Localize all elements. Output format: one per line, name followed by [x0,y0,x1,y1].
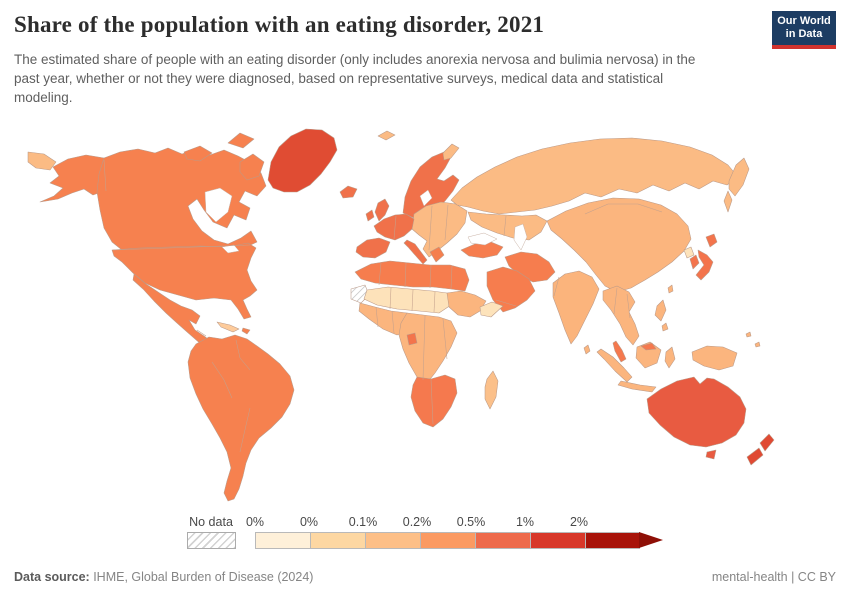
legend-bin-0[interactable] [255,532,310,549]
hudson-bay [204,187,233,223]
region-malaysia[interactable] [612,340,627,363]
region-indochina[interactable] [602,285,640,346]
page-title: Share of the population with an eating d… [14,12,545,37]
legend-color-bar[interactable] [255,532,663,549]
region-southern-africa[interactable] [410,374,458,428]
region-java[interactable] [617,380,657,393]
region-ellesmere-island[interactable] [227,132,255,149]
region-madagascar[interactable] [484,370,499,410]
region-solomon-islands[interactable] [745,331,752,338]
region-south-korea[interactable] [689,254,700,270]
region-india[interactable] [552,270,600,345]
legend-tick-1: 0% [299,515,319,529]
owid-logo-line2: in Data [785,28,823,40]
region-novaya-zemlya[interactable] [442,143,460,161]
region-eastern-europe[interactable] [411,201,468,258]
owid-logo-line1: Our World [777,15,831,27]
region-victoria-island[interactable] [183,145,213,162]
legend-tick-2: 0.1% [348,515,378,529]
legend-tick-6: 2% [569,515,589,529]
data-source-value[interactable]: IHME, Global Burden of Disease (2024) [89,570,314,584]
region-sumatra[interactable] [596,348,633,383]
legend-tick-3: 0.2% [402,515,432,529]
region-south-america[interactable] [187,334,295,502]
region-baffin-island[interactable] [239,153,265,181]
region-hispaniola[interactable] [241,327,251,335]
legend-bin-4[interactable] [475,532,530,549]
legend-bin-2[interactable] [365,532,420,549]
legend-tick-5: 1% [515,515,535,529]
region-gabon[interactable] [406,332,418,346]
region-hokkaido[interactable] [705,233,718,248]
region-sri-lanka[interactable] [583,344,591,355]
region-australia[interactable] [646,376,747,448]
region-tasmania[interactable] [705,449,717,460]
region-italy[interactable] [403,239,428,265]
legend-bin-1[interactable] [310,532,365,549]
caspian-sea [513,223,528,251]
region-iberia[interactable] [355,237,391,259]
legend-bin-3[interactable] [420,532,475,549]
map-legend: No data 0% 0% 0.1% 0.2% 0.5% 1% 2% [0,514,850,554]
region-china-mongolia[interactable] [546,197,692,293]
region-new-guinea[interactable] [691,345,738,371]
region-greenland[interactable] [267,128,338,193]
legend-tick-0: 0% [245,515,265,529]
region-somalia[interactable] [479,301,504,318]
region-greece[interactable] [429,246,445,263]
region-north-korea[interactable] [683,246,695,259]
legend-tick-4: 0.5% [456,515,486,529]
baltic-sea [419,189,433,207]
region-honshu[interactable] [695,249,714,281]
legend-bin-5[interactable] [530,532,585,549]
legend-no-data-label: No data [189,515,233,529]
region-vanuatu[interactable] [754,341,761,348]
region-central-east-africa[interactable] [398,312,458,384]
license-line[interactable]: mental-health | CC BY [711,570,836,584]
region-svalbard[interactable] [377,130,396,141]
black-sea [467,232,498,246]
region-sahel[interactable] [363,286,452,314]
region-central-asia[interactable] [467,211,548,241]
region-iceland[interactable] [339,185,358,199]
region-sakhalin[interactable] [723,190,733,213]
owid-logo[interactable]: Our World in Data [772,11,836,49]
region-united-kingdom[interactable] [374,198,390,222]
region-mindanao[interactable] [661,322,669,332]
region-malaysian-borneo[interactable] [640,342,657,351]
legend-open-ended-arrow [639,532,663,548]
country-borders [103,159,663,453]
legend-bin-6[interactable] [585,532,640,549]
region-philippines[interactable] [654,299,667,322]
region-western-europe[interactable] [373,213,415,241]
region-new-zealand-north[interactable] [759,433,775,452]
legend-no-data-swatch[interactable] [187,532,236,549]
region-cuba[interactable] [216,321,240,333]
region-russia[interactable] [450,137,739,215]
region-sudan-ethiopia[interactable] [446,290,487,318]
region-kamchatka[interactable] [728,157,750,197]
data-source-line[interactable]: Data source: IHME, Global Burden of Dise… [14,570,313,584]
region-ireland[interactable] [365,209,375,222]
region-russia-chukotka[interactable] [27,151,57,171]
region-north-africa[interactable] [354,260,470,292]
chart-subtitle: The estimated share of people with an ea… [14,52,696,105]
region-taiwan[interactable] [667,284,674,294]
region-alaska[interactable] [39,154,105,203]
region-sulawesi[interactable] [664,346,676,369]
data-source-label: Data source: [14,570,90,584]
region-new-zealand-south[interactable] [746,447,764,466]
